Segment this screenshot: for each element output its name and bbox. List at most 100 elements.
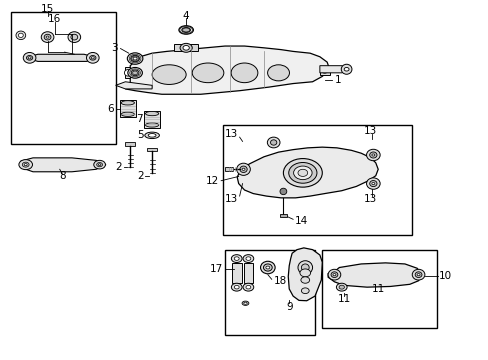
- Ellipse shape: [231, 283, 242, 291]
- Ellipse shape: [371, 154, 374, 156]
- Ellipse shape: [263, 264, 272, 271]
- Ellipse shape: [299, 269, 310, 277]
- Text: 1: 1: [334, 75, 340, 85]
- Ellipse shape: [270, 140, 276, 145]
- Ellipse shape: [91, 57, 94, 59]
- Text: 2: 2: [115, 162, 122, 172]
- Ellipse shape: [245, 257, 250, 260]
- Ellipse shape: [68, 32, 81, 42]
- Ellipse shape: [182, 27, 190, 32]
- Ellipse shape: [133, 57, 137, 60]
- Ellipse shape: [145, 123, 159, 127]
- Text: 16: 16: [48, 14, 61, 24]
- Ellipse shape: [301, 264, 308, 271]
- Ellipse shape: [245, 285, 250, 289]
- Ellipse shape: [23, 53, 36, 63]
- Text: 3: 3: [111, 43, 118, 53]
- Ellipse shape: [41, 32, 54, 42]
- Ellipse shape: [242, 168, 244, 170]
- Polygon shape: [287, 248, 322, 301]
- Ellipse shape: [71, 34, 78, 40]
- Text: 10: 10: [438, 271, 451, 282]
- Text: 11: 11: [371, 284, 384, 294]
- Bar: [222, 125, 411, 235]
- Bar: [224, 249, 314, 336]
- Text: 2: 2: [137, 171, 143, 181]
- Ellipse shape: [19, 159, 32, 170]
- Ellipse shape: [321, 67, 327, 73]
- Polygon shape: [174, 44, 198, 51]
- Ellipse shape: [366, 149, 379, 161]
- Text: 14: 14: [294, 216, 308, 226]
- Ellipse shape: [243, 283, 253, 291]
- Polygon shape: [26, 54, 98, 62]
- Polygon shape: [231, 263, 241, 283]
- Ellipse shape: [411, 269, 424, 280]
- Polygon shape: [125, 46, 329, 94]
- Ellipse shape: [131, 70, 139, 76]
- Ellipse shape: [22, 162, 29, 167]
- Ellipse shape: [344, 67, 348, 71]
- Ellipse shape: [244, 302, 246, 304]
- Ellipse shape: [16, 31, 26, 40]
- Ellipse shape: [300, 277, 309, 283]
- Ellipse shape: [267, 137, 280, 148]
- Ellipse shape: [231, 63, 257, 83]
- Text: 6: 6: [107, 104, 114, 113]
- Bar: [322, 249, 436, 328]
- Ellipse shape: [366, 178, 379, 189]
- Ellipse shape: [234, 257, 239, 260]
- Text: 9: 9: [285, 302, 292, 312]
- Text: 13: 13: [224, 194, 237, 203]
- Text: 18: 18: [273, 276, 286, 286]
- Bar: [11, 12, 116, 144]
- Polygon shape: [125, 67, 130, 78]
- Text: 13: 13: [363, 194, 376, 203]
- Ellipse shape: [145, 111, 159, 116]
- Ellipse shape: [97, 162, 102, 167]
- Ellipse shape: [267, 65, 289, 81]
- Ellipse shape: [341, 64, 351, 74]
- Polygon shape: [327, 263, 421, 287]
- Bar: [224, 167, 232, 171]
- Ellipse shape: [231, 255, 242, 262]
- Ellipse shape: [242, 301, 248, 305]
- Ellipse shape: [19, 33, 23, 37]
- Ellipse shape: [260, 261, 275, 274]
- Ellipse shape: [240, 166, 246, 172]
- Ellipse shape: [297, 261, 312, 274]
- Ellipse shape: [416, 274, 419, 276]
- Ellipse shape: [179, 26, 193, 34]
- Text: 15: 15: [41, 4, 54, 14]
- Bar: [147, 148, 157, 152]
- Ellipse shape: [46, 36, 49, 38]
- Ellipse shape: [280, 188, 286, 195]
- Text: 11: 11: [337, 294, 350, 303]
- Bar: [125, 143, 135, 146]
- Text: 7: 7: [136, 114, 142, 124]
- Polygon shape: [237, 147, 377, 198]
- Ellipse shape: [369, 180, 376, 186]
- Ellipse shape: [127, 67, 142, 78]
- Ellipse shape: [236, 163, 250, 175]
- Text: 8: 8: [59, 171, 65, 181]
- Ellipse shape: [336, 283, 346, 291]
- Ellipse shape: [414, 272, 421, 278]
- Polygon shape: [319, 66, 351, 73]
- Text: 12: 12: [205, 176, 218, 186]
- Ellipse shape: [338, 285, 344, 289]
- Ellipse shape: [124, 69, 131, 76]
- Ellipse shape: [265, 266, 269, 269]
- Polygon shape: [116, 82, 152, 89]
- Polygon shape: [21, 158, 106, 172]
- Bar: [120, 100, 135, 117]
- Ellipse shape: [86, 53, 99, 63]
- Ellipse shape: [44, 34, 51, 40]
- Ellipse shape: [152, 65, 186, 85]
- Ellipse shape: [293, 166, 311, 180]
- Ellipse shape: [234, 285, 239, 289]
- Ellipse shape: [94, 160, 105, 169]
- Text: 13: 13: [364, 126, 377, 136]
- Polygon shape: [319, 66, 329, 75]
- Text: 17: 17: [209, 264, 223, 274]
